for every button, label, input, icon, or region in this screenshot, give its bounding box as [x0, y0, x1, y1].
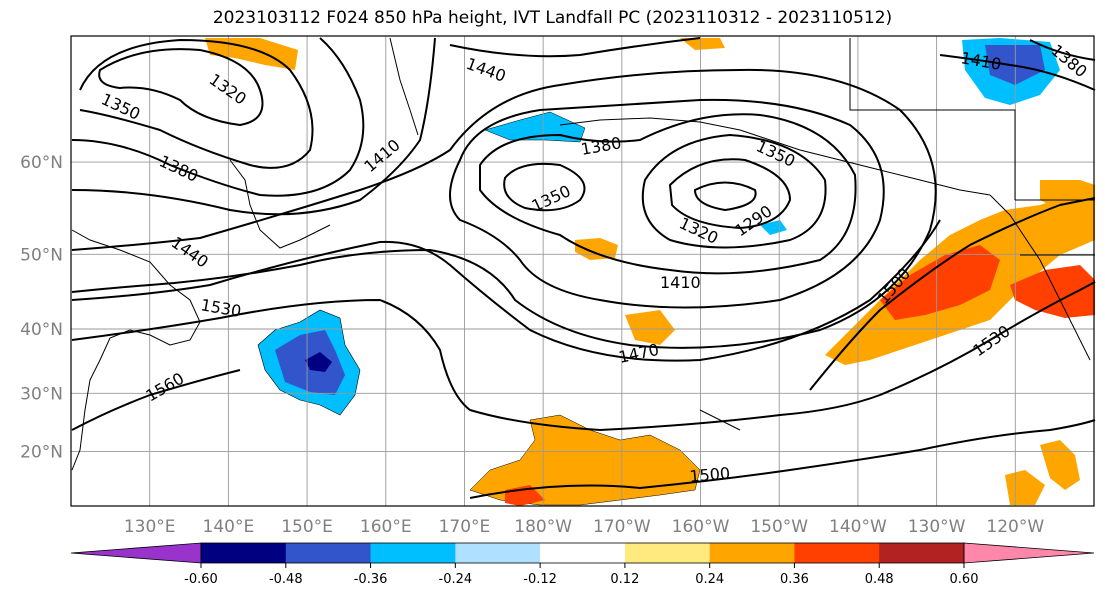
- colorbar: -0.60 -0.48 -0.36 -0.24 -0.12 0.12 0.24 0.36 0.4…: [70, 542, 1095, 587]
- contour-label: 1410: [360, 135, 403, 176]
- contour-label: 1500: [689, 464, 731, 486]
- colorbar-segment: [794, 543, 880, 563]
- colorbar-tick-label: 0.60: [950, 572, 979, 587]
- lon-tick-label: 160°W: [672, 517, 730, 537]
- lon-tick-label: 150°E: [281, 517, 333, 537]
- lon-tick-label: 180°W: [514, 517, 572, 537]
- contour-nw-1320: [98, 48, 264, 127]
- lon-tick-label: 170°W: [593, 517, 651, 537]
- ivt-blob-positive-se2: [1040, 440, 1080, 490]
- colorbar-tick-label: 0.48: [865, 572, 894, 587]
- lon-tick-label: 170°E: [439, 517, 491, 537]
- colorbar-segment: [624, 543, 711, 563]
- lat-tick-label: 30°N: [20, 384, 63, 404]
- colorbar-extend-high: [963, 542, 1095, 564]
- lat-tick-label: 40°N: [20, 320, 63, 340]
- colorbar-tick-label: -0.36: [354, 572, 388, 587]
- ivt-blob-positive-alaska-top: [680, 38, 725, 50]
- ivt-blob-negative-west-core: [305, 352, 332, 372]
- colorbar-extend-low: [70, 542, 202, 564]
- colorbar-tick-label: -0.12: [523, 572, 557, 587]
- contour-1380: [479, 113, 857, 275]
- colorbar-tick-label: -0.48: [269, 572, 303, 587]
- contour-1320-east: [668, 158, 792, 230]
- coastlines: [71, 37, 1095, 471]
- colorbar-segment: [285, 543, 372, 563]
- ivt-blob-positive-ar-red: [880, 245, 1000, 320]
- contour-1290: [693, 181, 757, 212]
- colorbar-segment: [709, 543, 795, 563]
- lon-tick-label: 130°E: [124, 517, 176, 537]
- contour-ne-1410: [939, 54, 1096, 91]
- contour-ne-1380: [1029, 39, 1096, 61]
- lat-tick-label: 20°N: [20, 442, 63, 462]
- contour-nw-1410: [71, 37, 436, 216]
- ivt-blob-positive-canada: [1040, 180, 1095, 210]
- contour-1500-ar: [809, 197, 1096, 391]
- contour-label: 1320: [206, 70, 250, 109]
- lat-tick-label: 60°N: [20, 153, 63, 173]
- colorbar-segment: [201, 543, 287, 563]
- contour-label: 1380: [579, 133, 622, 159]
- lon-tick-label: 130°W: [908, 517, 966, 537]
- colorbar-tick-label: 0.24: [695, 572, 724, 587]
- contour-label: 1440: [464, 54, 509, 86]
- lon-tick-label: 120°W: [986, 517, 1044, 537]
- contour-1440-top: [449, 37, 701, 58]
- ivt-blob-positive-se: [1005, 470, 1045, 505]
- contour-1470: [71, 219, 941, 362]
- ivt-blob-positive-coast-red: [1010, 265, 1095, 318]
- colorbar-segment: [540, 543, 626, 563]
- chart-title: 2023103112 F024 850 hPa height, IVT Land…: [212, 8, 893, 28]
- contour-1560: [71, 369, 241, 431]
- contour-1500: [469, 419, 1096, 499]
- colorbar-tick-label: 0.12: [610, 572, 639, 587]
- contour-label: 1410: [660, 273, 701, 292]
- colorbar-tick-label: -0.24: [439, 572, 473, 587]
- contour-1350-east: [641, 133, 827, 249]
- lon-tick-label: 150°W: [750, 517, 808, 537]
- ivt-blob-negative-gulf: [760, 220, 787, 235]
- lon-tick-label: 140°W: [829, 517, 887, 537]
- contour-label: 1530: [969, 321, 1013, 360]
- height-contours: [71, 37, 1096, 499]
- colorbar-outline: [200, 542, 965, 564]
- contour-1410: [449, 98, 885, 309]
- ivt-blob-positive-mid: [575, 238, 618, 260]
- contour-label: 1380: [156, 151, 201, 185]
- longitude-labels: 130°E 140°E 150°E 160°E 170°E 180°W 170°W 160°W…: [124, 517, 1045, 537]
- ivt-blob-positive-east-mid: [625, 310, 675, 345]
- contour-1440: [71, 68, 937, 349]
- contour-nw-1350: [79, 38, 314, 169]
- contour-nw-1380: [71, 37, 365, 197]
- colorbar-tick-label: 0.36: [780, 572, 809, 587]
- contour-1530: [71, 281, 1096, 432]
- map-frame: [70, 35, 1095, 507]
- lon-tick-label: 160°E: [360, 517, 412, 537]
- colorbar-segment: [879, 543, 965, 563]
- ivt-shading: [205, 38, 1095, 506]
- contour-1350-west: [503, 162, 586, 212]
- ivt-blob-positive-south: [469, 414, 701, 506]
- lon-tick-label: 140°E: [203, 517, 255, 537]
- colorbar-tick-label: -0.60: [184, 572, 218, 587]
- lat-tick-label: 50°N: [20, 245, 63, 265]
- contour-label: 1560: [143, 369, 188, 406]
- colorbar-segment: [455, 543, 541, 563]
- contour-label: 1530: [199, 295, 242, 321]
- latitude-labels: 60°N 50°N 40°N 30°N 20°N: [20, 153, 63, 462]
- colorbar-segment: [370, 543, 456, 563]
